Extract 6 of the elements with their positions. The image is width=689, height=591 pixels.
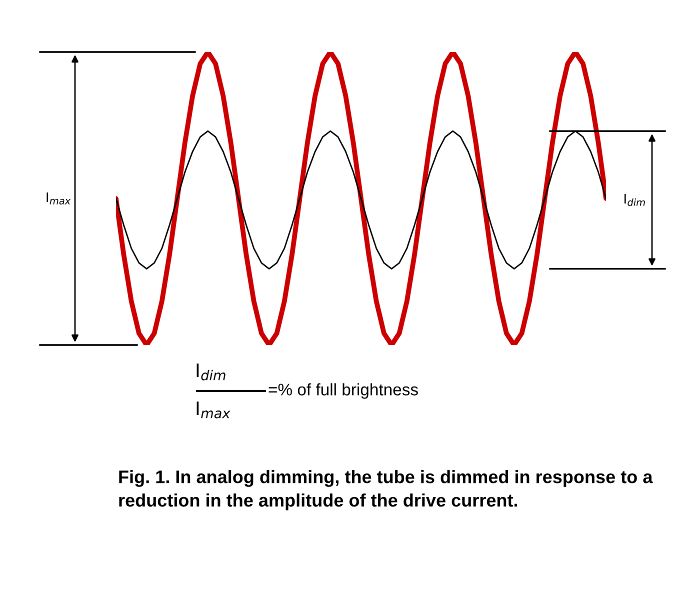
text: I$_{max}$ xyxy=(196,402,230,418)
text: I$_{dim}$ xyxy=(624,194,645,206)
text: =% of full brightness xyxy=(268,383,418,399)
text: I$_{dim}$ xyxy=(196,364,226,380)
caption: Fig. 1. In analog dimming, the tube is dimmed in response to a reduction in the amplitude of the drive current. xyxy=(119,470,653,510)
text: I$_{max}$ xyxy=(46,192,71,204)
